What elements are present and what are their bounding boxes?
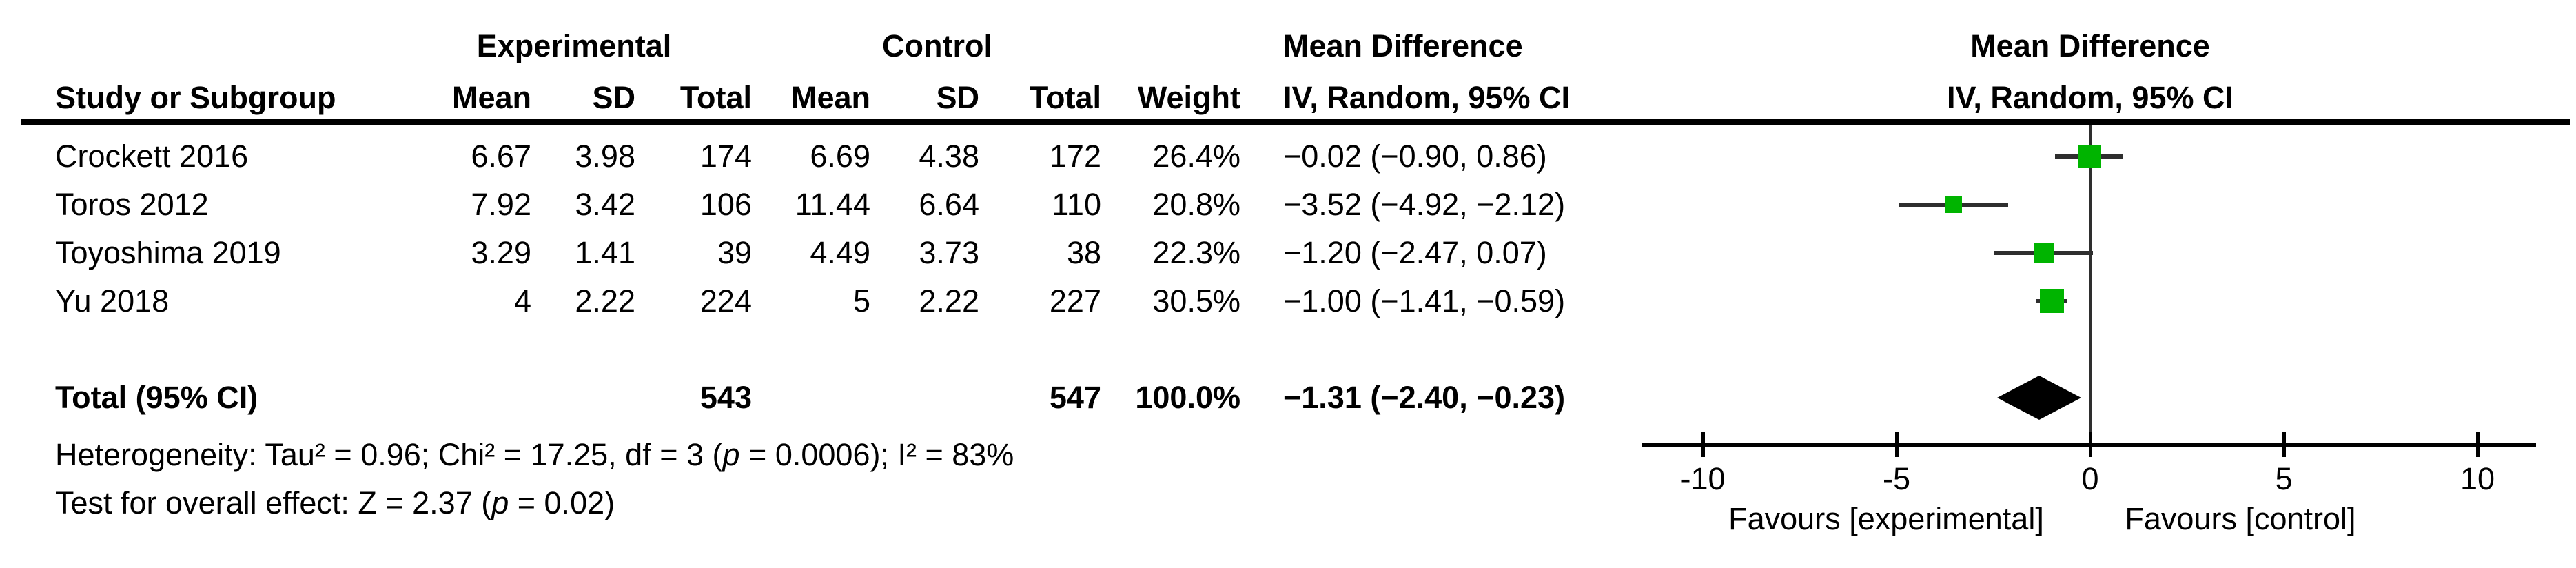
exp-sd-value: 2.22 [575,283,635,318]
total-row: Total (95% CI) 543 547 100.0% −1.31 (−2.… [0,376,2576,421]
weight-value: 26.4% [1152,139,1240,174]
col-header-exp-mean: Mean [451,80,531,115]
col-header-iv-random-plot: IV, Random, 95% CI [1947,80,2233,115]
x-axis-tick-label: 5 [2275,461,2293,496]
zero-reference-line [2089,125,2092,445]
ctrl-total-value: 110 [1052,187,1101,222]
ctrl-mean-value: 6.69 [810,139,870,174]
ctrl-total-value: 227 [1049,283,1101,318]
exp-mean-value: 4 [513,283,531,318]
heterogeneity-suffix: = 0.0006); I² = 83% [739,437,1014,472]
x-axis-tick-10 [2476,432,2480,457]
col-header-weight: Weight [1137,80,1240,115]
overall-effect-text: Test for overall effect: Z = 2.37 (p = 0… [55,485,615,521]
x-axis-tick-label: 0 [2081,461,2099,496]
pooled-effect-diamond [1997,376,2081,420]
group-header-experimental: Experimental [476,28,672,63]
ctrl-total-value: 172 [1049,139,1101,174]
col-header-exp-sd: SD [592,80,635,115]
x-axis-tick-5 [2282,432,2286,457]
exp-sd-value: 3.98 [575,139,635,174]
x-axis-tick-neg5 [1895,432,1899,457]
ci-text-value: −0.02 (−0.90, 0.86) [1283,139,1547,174]
ci-text-value: −3.52 (−4.92, −2.12) [1283,187,1566,222]
ci-text-value: −1.20 (−2.47, 0.07) [1283,235,1547,270]
exp-total-value: 106 [699,187,752,222]
x-axis-tick-label: -5 [1882,461,1910,496]
exp-total-value: 174 [699,139,752,174]
ctrl-mean-value: 5 [852,283,870,318]
study-row-toros-2012: Toros 2012 7.92 3.42 106 11.44 6.64 110 … [0,187,2576,228]
col-header-exp-total: Total [679,80,752,115]
col-header-ctrl-mean: Mean [790,80,870,115]
study-row-crockett-2016: Crockett 2016 6.67 3.98 174 6.69 4.38 17… [0,139,2576,180]
study-name: Toros 2012 [55,187,209,222]
ctrl-sd-value: 4.38 [919,139,979,174]
x-axis-tick-0 [2089,432,2092,457]
exp-total-value: 224 [699,283,752,318]
total-ci-text: −1.31 (−2.40, −0.23) [1283,380,1566,415]
x-axis-tick-neg10 [1701,432,1705,457]
ctrl-mean-value: 4.49 [810,235,870,270]
overall-suffix: = 0.02) [509,485,615,520]
header-separator-line [21,119,2570,125]
heterogeneity-prefix: Heterogeneity: Tau² = 0.96; Chi² = 17.25… [55,437,723,472]
study-name: Crockett 2016 [55,139,249,174]
exp-mean-value: 7.92 [471,187,531,222]
study-name: Toyoshima 2019 [55,235,281,270]
ctrl-total-value: 38 [1066,235,1101,270]
ctrl-mean-value: 11.44 [795,187,870,222]
exp-total-value: 39 [717,235,752,270]
point-estimate-square [2040,289,2064,313]
point-estimate-square [1945,196,1962,213]
col-header-iv-random-text: IV, Random, 95% CI [1283,80,1570,115]
total-weight: 100.0% [1135,380,1240,415]
p-symbol: p [722,437,740,472]
ctrl-sd-value: 6.64 [919,187,979,222]
total-label: Total (95% CI) [55,380,258,415]
exp-mean-value: 3.29 [471,235,531,270]
weight-value: 20.8% [1152,187,1240,222]
exp-mean-value: 6.67 [471,139,531,174]
total-ctrl-total: 547 [1049,380,1101,415]
group-header-control: Control [882,28,992,63]
total-exp-total: 543 [699,380,752,415]
exp-sd-value: 1.41 [575,235,635,270]
ctrl-sd-value: 3.73 [919,235,979,270]
overall-prefix: Test for overall effect: Z = 2.37 ( [55,485,492,520]
point-estimate-square [2034,243,2054,263]
col-header-ctrl-sd: SD [936,80,979,115]
weight-value: 22.3% [1152,235,1240,270]
p-symbol: p [491,485,509,520]
ci-text-value: −1.00 (−1.41, −0.59) [1283,283,1566,318]
col-header-ctrl-total: Total [1029,80,1101,115]
heterogeneity-text: Heterogeneity: Tau² = 0.96; Chi² = 17.25… [55,437,1014,473]
study-row-toyoshima-2019: Toyoshima 2019 3.29 1.41 39 4.49 3.73 38… [0,235,2576,276]
study-name: Yu 2018 [55,283,170,318]
exp-sd-value: 3.42 [575,187,635,222]
favours-control-label: Favours [control] [2125,501,2356,536]
col-header-study: Study or Subgroup [55,80,336,115]
x-axis-tick-label: 10 [2460,461,2495,496]
weight-value: 30.5% [1152,283,1240,318]
point-estimate-square [2078,145,2101,168]
ctrl-sd-value: 2.22 [919,283,979,318]
x-axis-tick-label: -10 [1680,461,1726,496]
study-row-yu-2018: Yu 2018 4 2.22 224 5 2.22 227 30.5% −1.0… [0,283,2576,325]
favours-experimental-label: Favours [experimental] [1728,501,2044,536]
group-header-mean-difference-text: Mean Difference [1283,28,1523,63]
group-header-mean-difference-plot: Mean Difference [1970,28,2210,63]
